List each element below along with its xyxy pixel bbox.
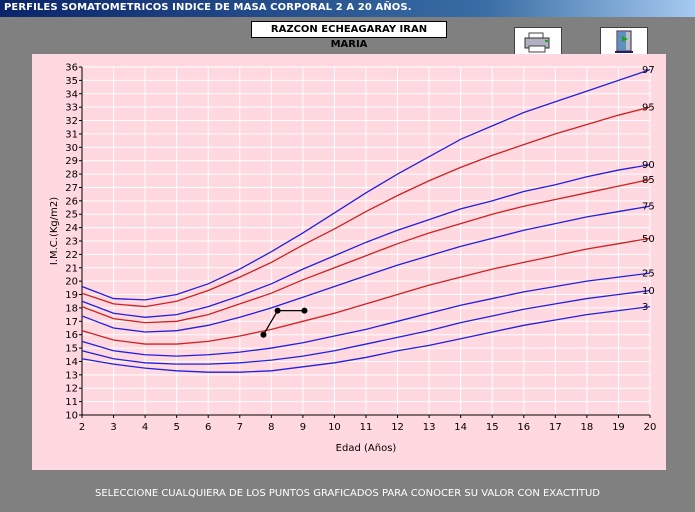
x-tick-label: 5	[173, 422, 179, 433]
x-tick-label: 10	[328, 422, 341, 433]
x-tick-label: 12	[391, 422, 404, 433]
x-axis-label: Edad (Años)	[336, 443, 397, 454]
percentile-line-90	[81, 164, 651, 318]
y-tick-label: 10	[65, 411, 78, 422]
printer-icon	[524, 32, 550, 53]
x-tick-label: 13	[423, 422, 436, 433]
y-tick-label: 11	[65, 397, 78, 408]
percentile-line-75	[81, 205, 651, 333]
x-tick-label: 20	[644, 422, 657, 433]
x-tick-label: 3	[110, 422, 116, 433]
y-tick-label: 19	[65, 290, 78, 301]
y-tick-label: 21	[65, 263, 78, 274]
x-tick-label: 9	[300, 422, 306, 433]
percentile-label-95: 95	[642, 103, 655, 114]
percentile-label-50: 50	[642, 234, 655, 245]
y-tick-label: 31	[65, 129, 78, 140]
x-tick-label: 7	[237, 422, 243, 433]
x-tick-label: 16	[517, 422, 530, 433]
exit-door-icon	[615, 30, 633, 53]
percentile-line-97	[81, 69, 651, 301]
y-tick-label: 29	[65, 156, 78, 167]
window-title: PERFILES SOMATOMETRICOS INDICE DE MASA C…	[4, 2, 412, 13]
x-tick-label: 6	[205, 422, 211, 433]
y-tick-label: 30	[65, 143, 78, 154]
y-tick-label: 25	[65, 210, 78, 221]
x-tick-label: 4	[142, 422, 148, 433]
percentile-line-10	[81, 289, 651, 365]
percentile-line-85	[81, 178, 651, 324]
x-tick-label: 19	[612, 422, 625, 433]
percentile-line-50	[81, 237, 651, 345]
y-tick-label: 12	[65, 384, 78, 395]
y-tick-label: 32	[65, 116, 78, 127]
y-tick-label: 22	[65, 250, 78, 261]
y-axis-label: I.M.C.(Kg/m2)	[49, 197, 60, 265]
x-tick-label: 18	[581, 422, 594, 433]
percentile-label-10: 10	[642, 286, 655, 297]
x-tick-label: 14	[454, 422, 467, 433]
y-tick-label: 13	[65, 370, 78, 381]
x-tick-label: 8	[268, 422, 274, 433]
y-tick-label: 16	[65, 330, 78, 341]
x-tick-label: 17	[549, 422, 562, 433]
percentile-line-25	[81, 272, 651, 357]
y-tick-label: 34	[65, 89, 78, 100]
percentile-label-85: 85	[642, 175, 655, 186]
percentile-label-25: 25	[642, 269, 655, 280]
print-button[interactable]	[514, 27, 562, 57]
y-tick-label: 15	[65, 344, 78, 355]
y-tick-label: 36	[65, 63, 78, 74]
patient-point[interactable]	[301, 307, 308, 314]
percentile-label-90: 90	[642, 160, 655, 171]
y-tick-label: 20	[65, 277, 78, 288]
y-tick-label: 33	[65, 103, 78, 114]
y-tick-label: 28	[65, 170, 78, 181]
x-tick-label: 15	[486, 422, 499, 433]
y-tick-label: 35	[65, 76, 78, 87]
patient-name: RAZCON ECHEAGARAY IRAN MARIA	[251, 21, 447, 50]
x-tick-label: 2	[79, 422, 85, 433]
x-tick-label: 11	[360, 422, 373, 433]
y-tick-label: 14	[65, 357, 78, 368]
percentile-line-95	[81, 106, 651, 308]
title-bar: PERFILES SOMATOMETRICOS INDICE DE MASA C…	[0, 0, 695, 17]
y-tick-label: 18	[65, 303, 78, 314]
exit-button[interactable]	[600, 27, 648, 57]
y-tick-label: 17	[65, 317, 78, 328]
y-tick-label: 23	[65, 237, 78, 248]
percentile-line-3	[81, 305, 651, 373]
patient-point[interactable]	[260, 331, 267, 338]
y-tick-label: 27	[65, 183, 78, 194]
bmi-chart: 1011121314151617181920212223242526272829…	[32, 54, 666, 470]
y-tick-label: 24	[65, 223, 78, 234]
footer-hint: SELECCIONE CUALQUIERA DE LOS PUNTOS GRAF…	[95, 488, 600, 499]
y-tick-label: 26	[65, 196, 78, 207]
patient-point[interactable]	[274, 307, 281, 314]
percentile-label-3: 3	[642, 302, 648, 313]
percentile-label-97: 97	[642, 65, 655, 76]
percentile-label-75: 75	[642, 202, 655, 213]
